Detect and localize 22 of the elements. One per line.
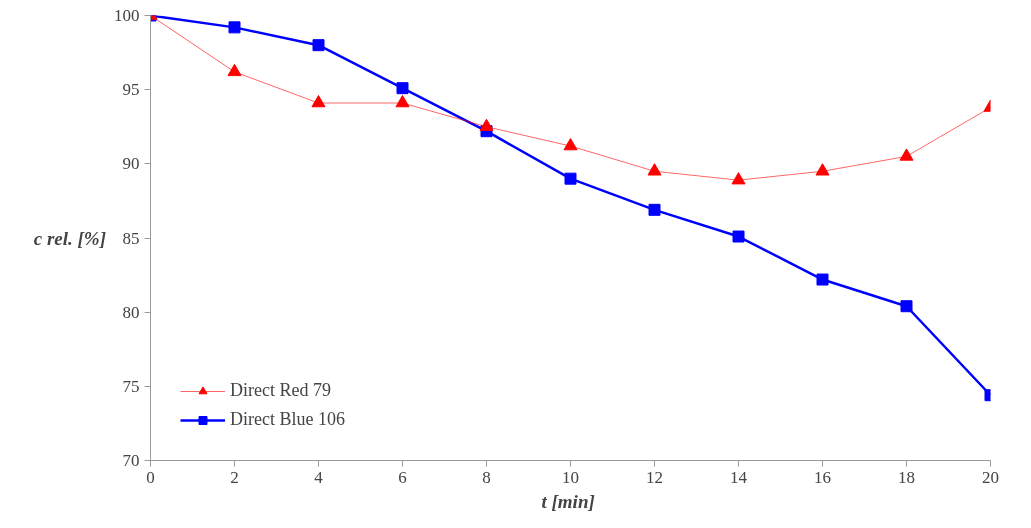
x-tick-label: 16 — [814, 467, 831, 487]
legend-label: Direct Red 79 — [230, 380, 331, 401]
x-axis-title: t [min] — [541, 490, 595, 512]
x-tick-label: 10 — [562, 467, 579, 487]
x-tick-label: 0 — [146, 467, 155, 487]
y-tick-label: 90 — [122, 154, 140, 174]
x-tick-label: 6 — [398, 467, 407, 487]
x-tick-label: 2 — [230, 467, 239, 487]
y-tick-label: 85 — [122, 228, 140, 248]
y-tick-label: 70 — [122, 451, 140, 470]
x-tick-label: 4 — [314, 467, 324, 487]
y-axis-title: c rel. [%] — [33, 227, 107, 249]
x-tick-label: 14 — [730, 467, 748, 487]
y-tick-label: 75 — [122, 376, 140, 396]
y-tick-label: 100 — [114, 6, 140, 25]
x-tick-label: 20 — [982, 467, 999, 487]
y-tick-label: 80 — [122, 302, 140, 322]
x-tick-label: 8 — [482, 467, 491, 487]
x-tick-label: 18 — [898, 467, 915, 487]
y-tick-label: 95 — [122, 80, 140, 100]
legend-label: Direct Blue 106 — [230, 409, 345, 430]
x-tick-label: 12 — [646, 467, 663, 487]
